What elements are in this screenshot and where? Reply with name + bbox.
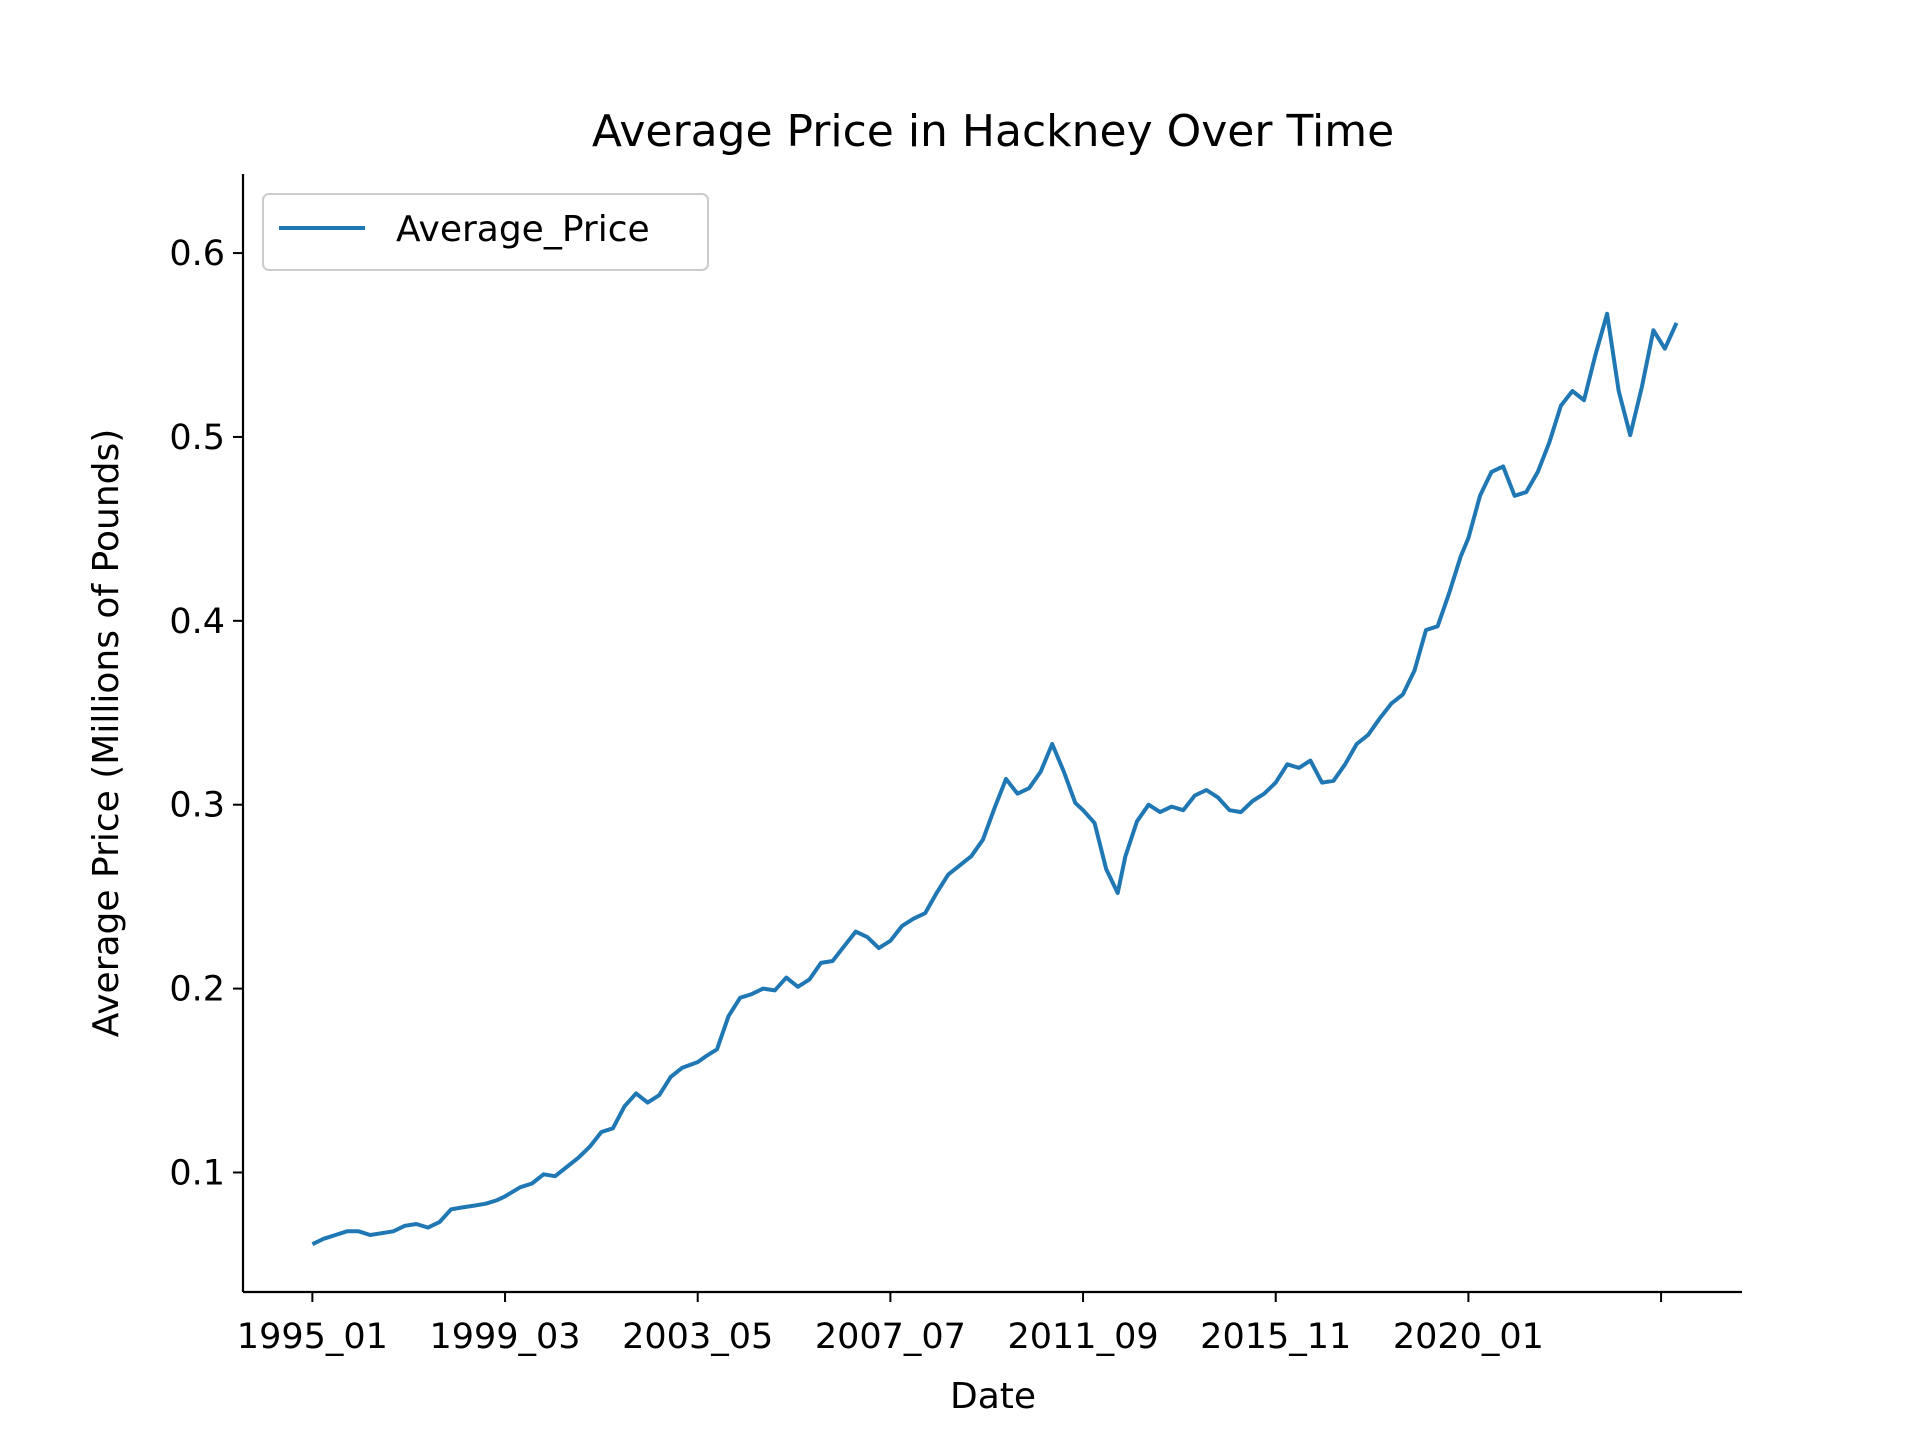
legend: Average_Price — [262, 193, 709, 271]
x-tick-label: 2007_07 — [815, 1317, 966, 1357]
x-tick-label: 1999_03 — [429, 1317, 580, 1357]
y-tick-label: 0.4 — [169, 602, 225, 642]
y-tick-label: 0.6 — [169, 234, 225, 274]
legend-label-average-price: Average_Price — [396, 209, 650, 250]
x-axis-label: Date — [950, 1376, 1036, 1417]
chart-title: Average Price in Hackney Over Time — [592, 106, 1394, 157]
y-axis-ticks: 0.1 0.2 0.3 0.4 0.5 0.6 — [169, 234, 243, 1193]
x-tick-label: 1995_01 — [237, 1317, 388, 1357]
legend-box — [262, 193, 709, 271]
x-tick-label: 2003_05 — [622, 1317, 773, 1357]
y-tick-label: 0.5 — [169, 418, 225, 458]
y-axis-label: Average Price (Millions of Pounds) — [86, 429, 127, 1038]
x-axis-ticks: 1995_01 1999_03 2003_05 2007_07 2011_09 2015_… — [237, 1292, 1663, 1357]
x-tick-label: 2020_01 — [1393, 1317, 1544, 1357]
series-line-average-price — [311, 311, 1679, 1247]
plot-area — [311, 311, 1679, 1247]
x-tick-label: 2011_09 — [1008, 1317, 1159, 1357]
y-tick-label: 0.1 — [169, 1153, 225, 1193]
y-tick-label: 0.2 — [169, 970, 225, 1010]
y-tick-label: 0.3 — [169, 786, 225, 826]
x-tick-label: 2015_11 — [1200, 1317, 1351, 1357]
